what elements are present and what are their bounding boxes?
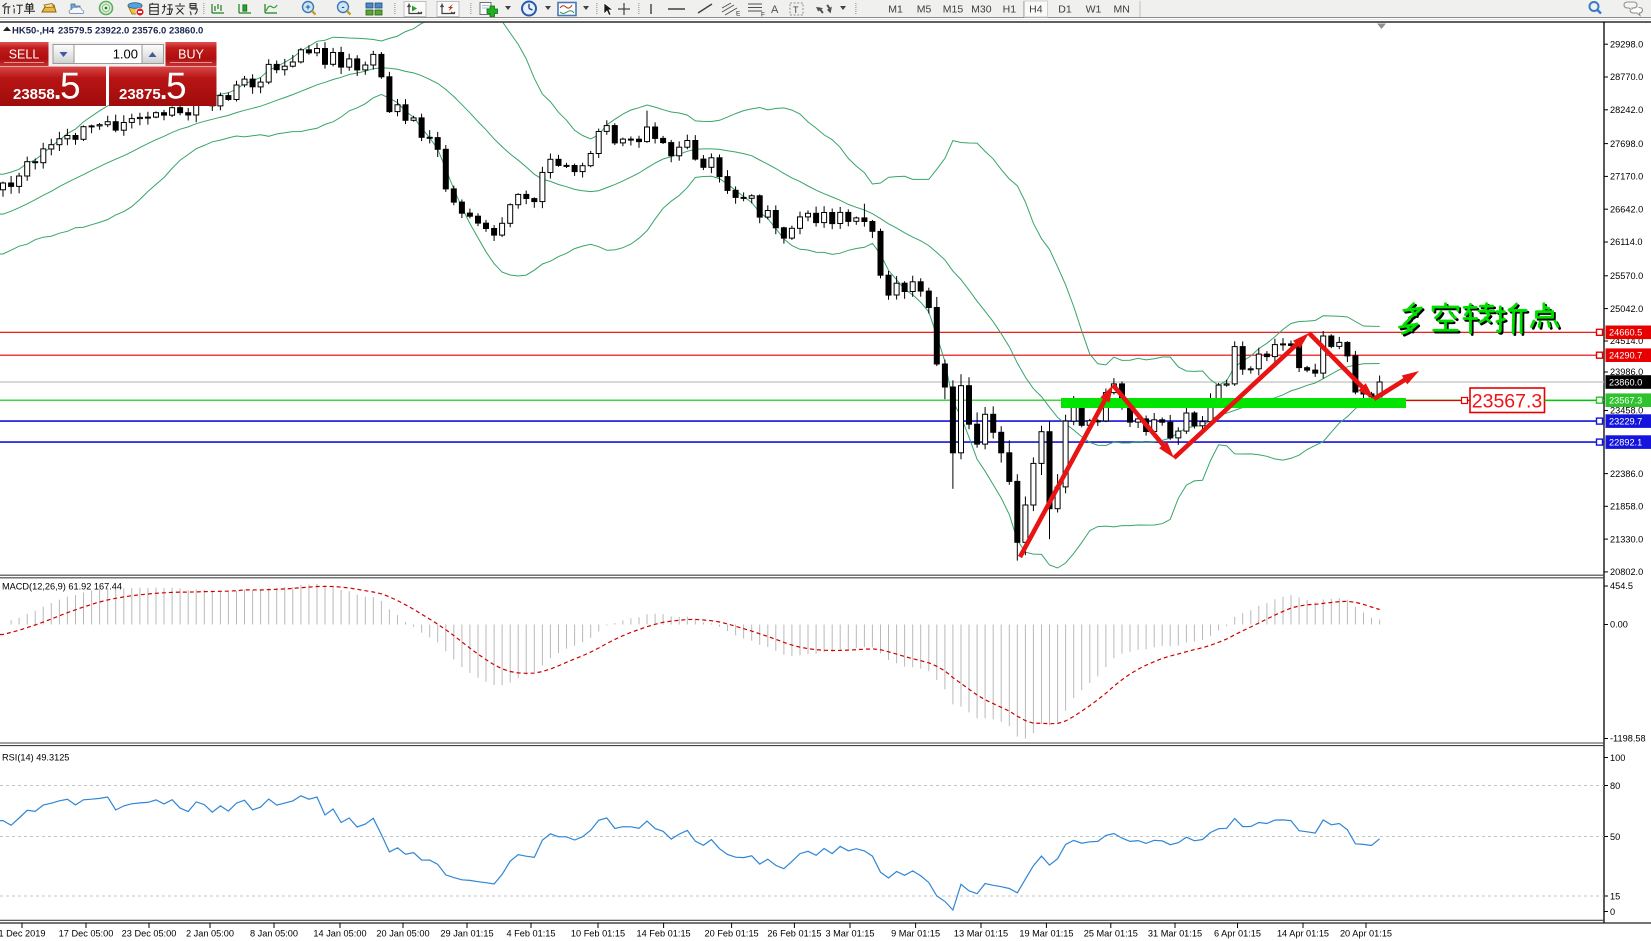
svg-text:5: 5 [60,66,81,107]
svg-text:23875: 23875 [119,86,161,103]
svg-text:MN: MN [1114,4,1130,16]
svg-text:-1198.58: -1198.58 [1610,734,1646,744]
svg-text:19 Mar 01:15: 19 Mar 01:15 [1019,929,1073,939]
svg-text:14 Jan 05:00: 14 Jan 05:00 [313,929,366,939]
svg-text:100: 100 [1610,753,1625,763]
svg-text:23 Dec 05:00: 23 Dec 05:00 [122,929,177,939]
svg-text:0: 0 [1610,907,1615,917]
svg-text:454.5: 454.5 [1610,581,1633,591]
svg-text:31 Mar 01:15: 31 Mar 01:15 [1148,929,1202,939]
svg-text:D1: D1 [1058,4,1072,16]
svg-text:M15: M15 [943,4,964,16]
svg-text:2 Jan 05:00: 2 Jan 05:00 [186,929,234,939]
svg-text:23567.3: 23567.3 [1472,390,1543,412]
svg-text:BUY: BUY [178,48,204,62]
svg-text:13 Mar 01:15: 13 Mar 01:15 [954,929,1008,939]
svg-text:28770.0: 28770.0 [1610,72,1643,82]
svg-text:8 Jan 05:00: 8 Jan 05:00 [250,929,298,939]
svg-text:21858.0: 21858.0 [1610,502,1643,512]
svg-text:26114.0: 26114.0 [1610,237,1643,247]
svg-text:28242.0: 28242.0 [1610,105,1643,115]
svg-text:.: . [160,75,167,105]
svg-text:20802.0: 20802.0 [1610,567,1643,577]
svg-text:10 Feb 01:15: 10 Feb 01:15 [571,929,625,939]
svg-text:15: 15 [1610,891,1620,901]
svg-text:22386.0: 22386.0 [1610,469,1643,479]
svg-text:M5: M5 [917,4,932,16]
svg-text:26642.0: 26642.0 [1610,204,1643,214]
svg-text:24290.7: 24290.7 [1609,351,1642,361]
svg-text:26 Feb 01:15: 26 Feb 01:15 [767,929,821,939]
svg-text:SELL: SELL [9,48,40,62]
svg-text:E: E [736,11,741,18]
svg-text:29 Jan 01:15: 29 Jan 01:15 [440,929,493,939]
svg-text:F: F [761,12,765,19]
svg-text:H1: H1 [1003,4,1017,16]
svg-text:9 Mar 01:15: 9 Mar 01:15 [891,929,940,939]
svg-text:27170.0: 27170.0 [1610,172,1643,182]
svg-text:20 Jan 05:00: 20 Jan 05:00 [376,929,429,939]
svg-text:6 Apr 01:15: 6 Apr 01:15 [1214,929,1261,939]
svg-text:50: 50 [1610,832,1620,842]
svg-text:25570.0: 25570.0 [1610,271,1643,281]
svg-text:23567.3: 23567.3 [1609,396,1642,406]
svg-text:1 Dec 2019: 1 Dec 2019 [0,929,46,939]
svg-text:23579.5 23922.0 23576.0 23860.: 23579.5 23922.0 23576.0 23860.0 [58,26,203,37]
svg-text:M1: M1 [888,4,903,16]
svg-text:27698.0: 27698.0 [1610,139,1643,149]
svg-text:25 Mar 01:15: 25 Mar 01:15 [1084,929,1138,939]
svg-text:3 Mar 01:15: 3 Mar 01:15 [825,929,874,939]
svg-text:HK50-,H4: HK50-,H4 [12,26,55,37]
svg-text:23229.7: 23229.7 [1609,417,1642,427]
svg-text:23860.0: 23860.0 [1609,377,1642,387]
svg-text:W1: W1 [1086,4,1102,16]
svg-text:17 Dec 05:00: 17 Dec 05:00 [59,929,114,939]
svg-text:+: + [305,2,310,12]
svg-text:.: . [54,75,61,105]
svg-text:A: A [771,4,779,16]
svg-text:22892.1: 22892.1 [1609,438,1642,448]
svg-text:20 Apr 01:15: 20 Apr 01:15 [1340,929,1392,939]
svg-text:23858: 23858 [13,86,55,103]
svg-text:29298.0: 29298.0 [1610,39,1643,49]
svg-text:T: T [793,5,799,15]
svg-text:5: 5 [166,66,187,107]
svg-text:21330.0: 21330.0 [1610,534,1643,544]
svg-text:0.00: 0.00 [1610,620,1628,630]
svg-text:23986.0: 23986.0 [1610,367,1643,377]
svg-text:M30: M30 [971,4,992,16]
svg-text:25042.0: 25042.0 [1610,304,1643,314]
svg-text:RSI(14) 49.3125: RSI(14) 49.3125 [2,753,69,763]
svg-text:14 Apr 01:15: 14 Apr 01:15 [1277,929,1329,939]
svg-text:24660.5: 24660.5 [1609,328,1642,338]
svg-text:H4: H4 [1029,4,1043,16]
svg-text:-: - [342,2,345,12]
svg-text:4 Feb 01:15: 4 Feb 01:15 [506,929,555,939]
svg-text:MACD(12,26,9) 61.92 167.44: MACD(12,26,9) 61.92 167.44 [2,582,122,592]
svg-text:20 Feb 01:15: 20 Feb 01:15 [705,929,759,939]
svg-text:80: 80 [1610,781,1620,791]
svg-text:14 Feb 01:15: 14 Feb 01:15 [637,929,691,939]
svg-text:23458.0: 23458.0 [1610,406,1643,416]
svg-text:1.00: 1.00 [113,46,138,61]
svg-text:24514.0: 24514.0 [1610,336,1643,346]
